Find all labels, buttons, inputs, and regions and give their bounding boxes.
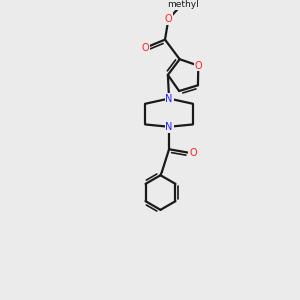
- Text: N: N: [165, 122, 173, 132]
- Text: methyl: methyl: [167, 0, 198, 9]
- Text: O: O: [141, 43, 149, 53]
- Text: O: O: [194, 61, 202, 70]
- Text: N: N: [165, 94, 173, 103]
- Text: O: O: [165, 14, 172, 24]
- Text: O: O: [189, 148, 197, 158]
